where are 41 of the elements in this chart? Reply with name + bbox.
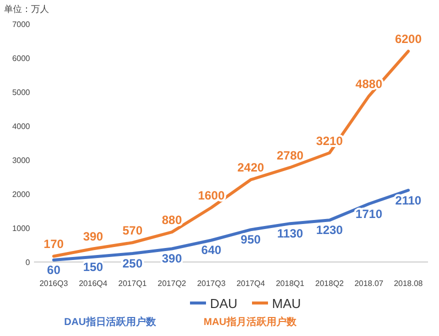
y-tick-label: 4000 [12,122,31,131]
x-tick-label: 2017Q3 [197,279,226,288]
data-label: 1600 [198,188,225,203]
data-label: 950 [240,232,262,247]
data-label: 2420 [237,160,264,175]
data-label: 150 [83,260,104,274]
data-label: 2110 [395,193,422,208]
data-label: 2780 [276,148,304,162]
x-tick-label: 2016Q3 [39,279,68,288]
data-label: 1710 [356,206,383,221]
y-tick-label: 6000 [12,54,31,63]
y-tick-label: 7000 [12,20,31,29]
y-tick-label: 1000 [12,224,31,233]
data-label: 1230 [316,223,344,238]
data-label: 640 [201,243,222,258]
x-tick-label: 2018.07 [354,279,384,288]
data-label: 1130 [277,226,304,241]
x-tick-label: 2017Q4 [236,279,266,288]
x-tick-label: 2018.08 [394,279,424,288]
text: MAU指月活跃用户数 [204,316,298,328]
x-tick-label: 2018Q1 [276,279,305,288]
y-tick-label: 5000 [12,88,31,97]
data-label: 570 [122,224,143,238]
data-label: 170 [44,237,64,252]
text: DAU指日活跃用户数 [64,316,157,328]
y-tick-label: 3000 [12,156,31,165]
data-label: 390 [162,252,182,266]
data-label: 60 [47,262,61,277]
legend-label: MAU [272,296,301,311]
x-tick-label: 2016Q4 [78,279,108,288]
y-axis-title: 单位：万人 [4,4,49,14]
data-label: 250 [122,256,143,270]
legend-label: DAU [210,296,238,311]
x-tick-label: 2018Q2 [315,279,344,288]
data-label: 880 [162,213,182,228]
y-tick-label: 0 [26,258,31,267]
data-label: 390 [83,230,104,244]
x-tick-label: 2017Q2 [158,279,187,288]
y-tick-label: 2000 [12,190,31,199]
x-tick-label: 2017Q1 [118,279,148,288]
data-label: 6200 [394,32,422,46]
